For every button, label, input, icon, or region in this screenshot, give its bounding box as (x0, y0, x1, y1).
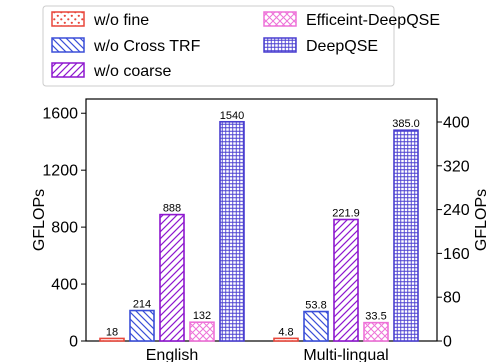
right-tick-label: 240 (443, 202, 470, 219)
data-label: 132 (193, 310, 211, 322)
left-tick-label: 400 (51, 277, 78, 294)
right-tick-label: 80 (443, 290, 461, 307)
bar (189, 321, 215, 342)
left-axis-title: GFLOPs (31, 189, 48, 251)
bar (219, 120, 245, 342)
legend-box (42, 5, 395, 87)
category-label: English (146, 347, 198, 362)
legend-label: w/o fine (93, 12, 149, 29)
legend-label: w/o coarse (93, 63, 171, 80)
bar (99, 337, 125, 342)
bar (393, 129, 419, 342)
left-tick-label: 800 (51, 220, 78, 237)
plot-area: 0 400 800 1200 1600 0 80 160 240 320 400 GFLOPs GFLO… (31, 98, 490, 362)
legend-label: DeepQSE (306, 38, 378, 55)
data-label: 1540 (220, 110, 244, 122)
data-label: 888 (163, 203, 181, 215)
legend-swatch (51, 62, 85, 78)
bar (363, 321, 389, 342)
bar (129, 309, 155, 342)
right-tick-label: 160 (443, 246, 470, 263)
legend-label: w/o Cross TRF (93, 38, 201, 55)
category-label: Multi-lingual (303, 347, 388, 362)
left-tick-label: 1200 (42, 163, 78, 180)
bar (333, 218, 359, 342)
data-label: 4.8 (278, 326, 293, 338)
data-label: 53.8 (305, 300, 326, 312)
left-tick-label: 1600 (42, 106, 78, 123)
data-label: 385.0 (392, 118, 420, 130)
right-tick-label: 0 (443, 334, 452, 351)
legend: w/o fine w/o Cross TRF w/o coarse Efficeint… (42, 5, 440, 87)
right-axis-title: GFLOPs (473, 189, 490, 251)
legend-swatch (263, 37, 297, 53)
data-label: 214 (133, 299, 151, 311)
legend-swatch (51, 11, 85, 27)
data-label: 18 (106, 326, 118, 338)
data-label: 221.9 (332, 208, 360, 220)
plot-frame (85, 98, 438, 342)
legend-label: Efficeint-DeepQSE (306, 12, 440, 29)
right-tick-label: 320 (443, 158, 470, 175)
bar (273, 337, 299, 342)
data-label: 33.5 (365, 311, 386, 323)
left-tick-label: 0 (69, 334, 78, 351)
bar (303, 310, 329, 342)
legend-swatch (263, 11, 297, 27)
legend-swatch (51, 37, 85, 53)
right-tick-label: 400 (443, 114, 470, 131)
bar (159, 213, 185, 342)
